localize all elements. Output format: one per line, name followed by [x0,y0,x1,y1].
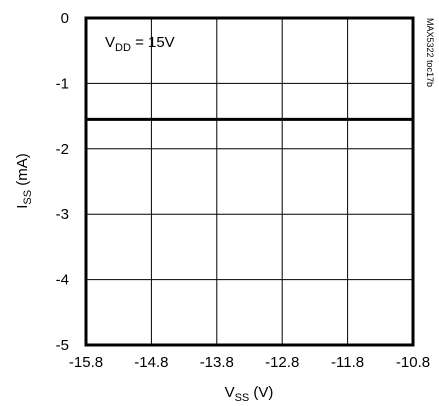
x-tick-label: -12.8 [265,354,299,371]
x-tick-label: -14.8 [134,354,168,371]
figure-code: MAX5322 toc17b [425,18,435,87]
y-tick-label: -3 [56,206,69,223]
x-tick-label: -13.8 [200,354,234,371]
y-tick-label: -2 [56,141,69,158]
y-tick-label: -5 [56,337,69,354]
grid [86,18,413,345]
y-tick-label: -1 [56,75,69,92]
x-axis-label: VSS (V) [225,384,274,404]
vdd-annotation: VDD = 15V [105,34,175,54]
x-tick-label: -11.8 [331,354,364,371]
x-tick-label: -15.8 [69,354,103,371]
x-tick-label: -10.8 [396,354,430,371]
x-tick-labels: -15.8 -14.8 -13.8 -12.8 -11.8 -10.8 [69,354,430,371]
plot-frame [84,16,415,347]
y-axis-label: ISS (mA) [14,153,34,209]
y-tick-labels: 0 -1 -2 -3 -4 -5 [56,10,69,354]
y-tick-label: 0 [61,10,69,27]
y-tick-label: -4 [56,272,69,289]
